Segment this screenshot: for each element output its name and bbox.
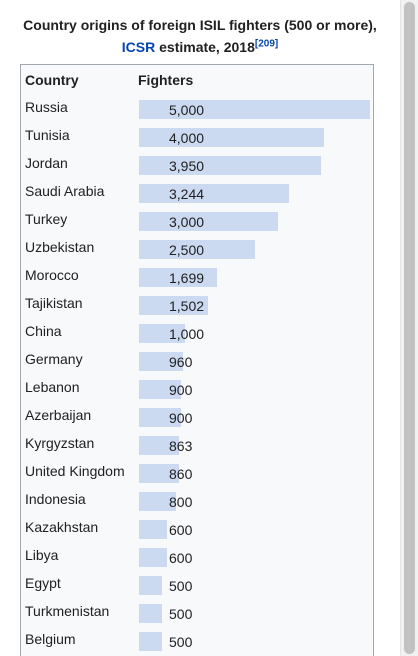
- fighters-value: 1,502: [169, 298, 205, 314]
- fighters-bar: [139, 128, 324, 147]
- fighters-bar: [139, 212, 278, 231]
- fighters-bar: [139, 576, 162, 595]
- country-name: Uzbekistan: [25, 239, 95, 255]
- fighters-bar: [139, 352, 183, 371]
- table-row: Russia 5,000: [21, 95, 373, 123]
- country-name: Indonesia: [25, 491, 86, 507]
- table-row: Tajikistan 1,502: [21, 291, 373, 319]
- table-row: Lebanon 900: [21, 375, 373, 403]
- fighters-value: 4,000: [169, 130, 205, 146]
- table-row: Turkey 3,000: [21, 207, 373, 235]
- country-name: Jordan: [25, 155, 68, 171]
- country-name: Belgium: [25, 631, 76, 647]
- fighters-bar: [139, 464, 179, 483]
- table-row: Indonesia 800: [21, 487, 373, 515]
- fighters-value: 960: [169, 354, 193, 370]
- country-name: Turkey: [25, 211, 68, 227]
- fighters-bar: [139, 240, 255, 259]
- table-row: Uzbekistan 2,500: [21, 235, 373, 263]
- caption-text: Country origins of foreign ISIL fighters…: [23, 17, 377, 33]
- fighters-value: 600: [169, 522, 193, 538]
- country-name: Kazakhstan: [25, 519, 99, 535]
- fighters-bar: [139, 604, 162, 623]
- fighters-bar: [139, 324, 185, 343]
- country-name: Kyrgyzstan: [25, 435, 95, 451]
- fighters-value: 1,699: [169, 270, 205, 286]
- table-row: Libya 600: [21, 543, 373, 571]
- country-name: China: [25, 323, 62, 339]
- fighters-value: 600: [169, 550, 193, 566]
- fighters-value: 3,000: [169, 214, 205, 230]
- country-name: Russia: [25, 99, 68, 115]
- country-name: Morocco: [25, 267, 79, 283]
- fighters-bar: [139, 296, 208, 315]
- country-name: Egypt: [25, 575, 61, 591]
- table-row: Turkmenistan 500: [21, 599, 373, 627]
- table-row: Kazakhstan 600: [21, 515, 373, 543]
- caption-suffix: estimate, 2018: [159, 39, 255, 55]
- table-row: Morocco 1,699: [21, 263, 373, 291]
- vertical-scrollbar[interactable]: [400, 0, 418, 656]
- country-name: Germany: [25, 351, 83, 367]
- country-name: Libya: [25, 547, 59, 563]
- table-row: Tunisia 4,000: [21, 123, 373, 151]
- fighters-bar: [139, 492, 176, 511]
- table-row: United Kingdom 860: [21, 459, 373, 487]
- fighters-value: 3,244: [169, 186, 205, 202]
- fighters-value: 3,950: [169, 158, 205, 174]
- fighters-value: 500: [169, 634, 193, 650]
- fighters-value: 800: [169, 494, 193, 510]
- fighters-bar: [139, 380, 181, 399]
- table-caption: Country origins of foreign ISIL fighters…: [20, 14, 380, 58]
- table-row: China 1,000: [21, 319, 373, 347]
- fighters-bar: [139, 268, 217, 287]
- fighters-bar: [139, 100, 370, 119]
- country-name: Tunisia: [25, 127, 70, 143]
- fighters-value: 500: [169, 578, 193, 594]
- fighters-value: 900: [169, 382, 193, 398]
- fighters-table: Country Fighters Russia 5,000 Tunisia 4,000…: [20, 64, 374, 656]
- icsr-link[interactable]: ICSR: [121, 39, 156, 55]
- fighters-value: 1,000: [169, 326, 205, 342]
- table-row: Saudi Arabia 3,244: [21, 179, 373, 207]
- table-row: Germany 960: [21, 347, 373, 375]
- country-name: Saudi Arabia: [25, 183, 105, 199]
- country-name: Lebanon: [25, 379, 80, 395]
- fighters-value: 863: [169, 438, 193, 454]
- table-row: Belgium 500: [21, 627, 373, 655]
- fighters-bar: [139, 184, 289, 203]
- fighters-bar: [139, 632, 162, 651]
- fighters-bar: [139, 548, 167, 567]
- fighters-value: 5,000: [169, 102, 205, 118]
- table-row: Azerbaijan 900: [21, 403, 373, 431]
- table-row: Jordan 3,950: [21, 151, 373, 179]
- country-column-header: Country: [25, 72, 79, 88]
- reference-link[interactable]: [209]: [254, 38, 279, 50]
- table-header-row: Country Fighters: [21, 65, 373, 95]
- fighters-bar: [139, 156, 321, 175]
- country-name: Turkmenistan: [25, 603, 110, 619]
- country-name: United Kingdom: [25, 463, 125, 479]
- fighters-value: 500: [169, 606, 193, 622]
- fighters-bar: [139, 436, 179, 455]
- fighters-bar: [139, 520, 167, 539]
- table-row: Kyrgyzstan 863: [21, 431, 373, 459]
- scrollbar-thumb[interactable]: [404, 2, 415, 654]
- country-name: Tajikistan: [25, 295, 83, 311]
- fighters-bar: [139, 408, 181, 427]
- fighters-value: 2,500: [169, 242, 205, 258]
- table-row: Egypt 500: [21, 571, 373, 599]
- country-name: Azerbaijan: [25, 407, 92, 423]
- fighters-value: 860: [169, 466, 193, 482]
- fighters-value: 900: [169, 410, 193, 426]
- fighters-column-header: Fighters: [138, 72, 194, 88]
